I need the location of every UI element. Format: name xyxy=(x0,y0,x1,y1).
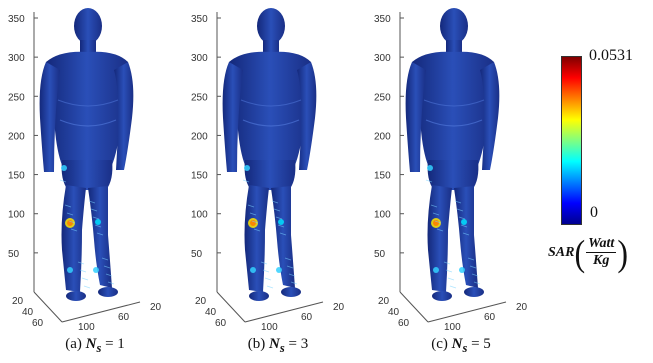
z-tick-label: 100 xyxy=(191,210,208,221)
sar-hotspots xyxy=(59,165,115,289)
z-tick-label: 150 xyxy=(374,171,391,182)
body-silhouette xyxy=(39,8,134,301)
colorbar-min-label: 0 xyxy=(590,204,598,221)
y-axis-line xyxy=(244,301,324,323)
x-axis-line xyxy=(399,291,429,323)
z-tick-label: 50 xyxy=(374,249,386,260)
x-tick-label: 20 xyxy=(378,296,390,307)
z-tick-label: 50 xyxy=(191,249,203,260)
z-tick-label: 300 xyxy=(191,53,208,64)
figure-panel-c: 350 300 250 200 150 100 50 20 40 60 100 60 20 (c) Ns… xyxy=(366,0,556,363)
z-tick-label: 200 xyxy=(191,131,208,142)
z-tick-label: 200 xyxy=(8,131,25,142)
y-tick-label: 20 xyxy=(333,302,345,313)
sar-hotspots xyxy=(242,165,298,289)
panel-caption: (c) Ns = 5 xyxy=(431,336,491,355)
z-tick-label: 350 xyxy=(374,14,391,25)
z-tick-label: 300 xyxy=(8,53,25,64)
unit-denominator: Kg xyxy=(593,253,610,268)
colorbar xyxy=(561,56,582,225)
x-tick-label: 60 xyxy=(398,318,410,329)
y-tick-label: 20 xyxy=(516,302,528,313)
z-tick-label: 350 xyxy=(8,14,25,25)
z-tick-label: 350 xyxy=(191,14,208,25)
x-tick-label: 20 xyxy=(12,296,24,307)
body-silhouette xyxy=(222,8,317,301)
z-tick-label: 150 xyxy=(8,171,25,182)
x-axis-line xyxy=(33,291,63,323)
z-tick-label: 100 xyxy=(374,210,391,221)
y-tick-label: 100 xyxy=(78,322,95,333)
z-tick-label: 50 xyxy=(8,249,20,260)
z-tick-label: 250 xyxy=(8,92,25,103)
z-tick-label: 200 xyxy=(374,131,391,142)
y-tick-label: 100 xyxy=(444,322,461,333)
panel-caption: (a) Ns = 1 xyxy=(65,336,125,355)
x-axis-line xyxy=(216,291,246,323)
colorbar-unit-label: SAR ( Watt Kg ) xyxy=(548,231,628,274)
y-axis-line xyxy=(61,301,141,323)
z-tick-label: 100 xyxy=(8,210,25,221)
x-tick-label: 20 xyxy=(195,296,207,307)
z-tick-label: 150 xyxy=(191,171,208,182)
y-tick-label: 20 xyxy=(150,302,162,313)
x-tick-label: 40 xyxy=(22,307,34,318)
x-tick-label: 40 xyxy=(388,307,400,318)
x-tick-label: 60 xyxy=(32,318,44,329)
panel-caption: (b) Ns = 3 xyxy=(247,336,309,355)
y-tick-label: 60 xyxy=(484,312,496,323)
z-tick-label: 250 xyxy=(191,92,208,103)
sar-hotspots xyxy=(425,165,481,289)
y-tick-label: 60 xyxy=(301,312,313,323)
y-axis-line xyxy=(427,301,507,323)
figure-panel-b: 350 300 250 200 150 100 50 20 40 60 100 60 20 (b) Ns… xyxy=(183,0,373,363)
y-tick-label: 100 xyxy=(261,322,278,333)
body-silhouette xyxy=(405,8,500,301)
figure-panel-a: 350 300 250 200 150 100 50 20 40 60 100 60 20 (a) Ns… xyxy=(0,0,190,363)
x-tick-label: 40 xyxy=(205,307,217,318)
x-tick-label: 60 xyxy=(215,318,227,329)
z-tick-label: 300 xyxy=(374,53,391,64)
z-tick-label: 250 xyxy=(374,92,391,103)
y-tick-label: 60 xyxy=(118,312,130,323)
unit-numerator: Watt xyxy=(586,236,617,253)
colorbar-max-label: 0.0531 xyxy=(589,47,633,64)
